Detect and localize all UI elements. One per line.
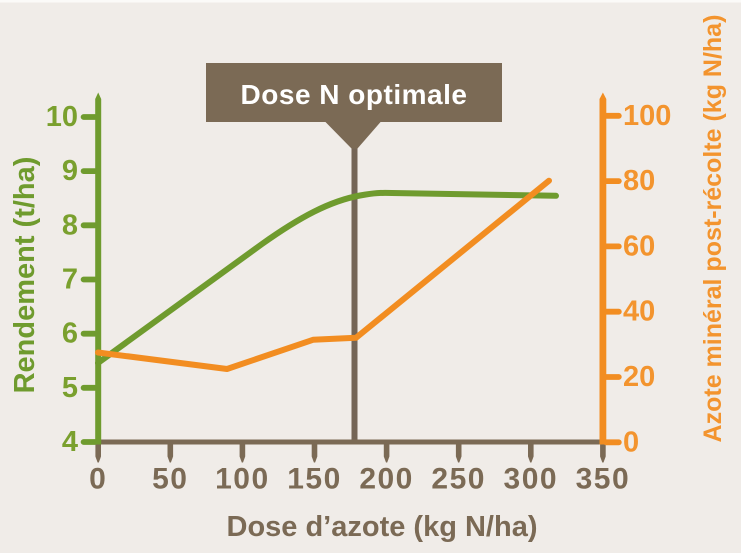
svg-text:80: 80 <box>623 165 655 197</box>
svg-text:Rendement (t/ha): Rendement (t/ha) <box>9 157 41 394</box>
svg-text:40: 40 <box>623 296 655 328</box>
svg-text:150: 150 <box>287 463 342 496</box>
svg-text:Dose N optimale: Dose N optimale <box>241 79 468 110</box>
svg-text:300: 300 <box>504 463 559 496</box>
svg-text:60: 60 <box>623 230 655 262</box>
svg-text:Dose d’azote (kg N/ha): Dose d’azote (kg N/ha) <box>227 511 538 543</box>
svg-text:250: 250 <box>431 463 486 496</box>
svg-text:350: 350 <box>576 463 631 496</box>
svg-text:100: 100 <box>623 100 671 132</box>
svg-text:20: 20 <box>623 361 655 393</box>
svg-text:9: 9 <box>62 155 78 187</box>
svg-text:7: 7 <box>62 264 78 296</box>
svg-text:Azote minéral post-récolte (kg: Azote minéral post-récolte (kg N/ha) <box>699 15 727 443</box>
svg-text:5: 5 <box>62 372 78 404</box>
svg-text:100: 100 <box>215 463 270 496</box>
svg-text:200: 200 <box>359 463 414 496</box>
svg-text:50: 50 <box>152 463 188 496</box>
svg-text:10: 10 <box>46 101 78 133</box>
svg-text:6: 6 <box>62 318 78 350</box>
svg-text:0: 0 <box>89 463 107 496</box>
svg-text:8: 8 <box>62 209 78 241</box>
svg-text:0: 0 <box>623 426 639 458</box>
svg-text:4: 4 <box>62 426 78 458</box>
